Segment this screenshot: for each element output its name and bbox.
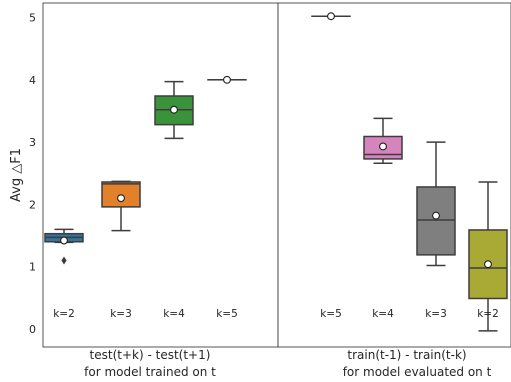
y-tick-label: 4 [29, 74, 36, 87]
box-label: k=3 [425, 308, 447, 320]
outlier-point [61, 256, 67, 265]
box-label: k=5 [320, 308, 342, 320]
box-label: k=4 [372, 308, 394, 320]
box-iqr [416, 186, 456, 256]
y-tick-label: 5 [29, 12, 36, 25]
y-tick-label: 0 [29, 323, 36, 336]
box-label: k=4 [163, 308, 185, 320]
y-tick-label: 3 [29, 136, 36, 149]
y-tick-labels: 0 1 2 3 4 5 [29, 12, 36, 337]
boxes-layer [44, 12, 508, 332]
left-panel-frame [42, 2, 279, 348]
box-label: k=2 [477, 308, 499, 320]
left-x-axis-label-line1: test(t+k) - test(t+1) [90, 348, 211, 362]
mean-marker [117, 194, 125, 203]
mean-marker [223, 75, 231, 84]
right-x-axis-label-line2: for model evaluated on t [343, 365, 492, 379]
k-labels: k=2 k=3 k=4 k=5 k=5 k=4 k=3 k=2 [53, 308, 499, 320]
box-label: k=3 [110, 308, 132, 320]
mean-marker [327, 12, 335, 21]
mean-marker [432, 211, 440, 220]
y-tick-label: 1 [29, 261, 36, 274]
mean-marker [170, 105, 178, 114]
left-x-axis-label-line2: for model trained on t [84, 365, 216, 379]
box-label: k=5 [216, 308, 238, 320]
mean-marker [379, 142, 387, 151]
y-tick-label: 2 [29, 198, 36, 211]
mean-marker [484, 260, 492, 269]
y-axis-label: Avg △F1 [9, 148, 24, 202]
box-label: k=2 [53, 308, 75, 320]
right-x-axis-label-line1: train(t-1) - train(t-k) [347, 348, 466, 362]
right-panel-frame [277, 2, 511, 348]
mean-marker [60, 236, 68, 245]
